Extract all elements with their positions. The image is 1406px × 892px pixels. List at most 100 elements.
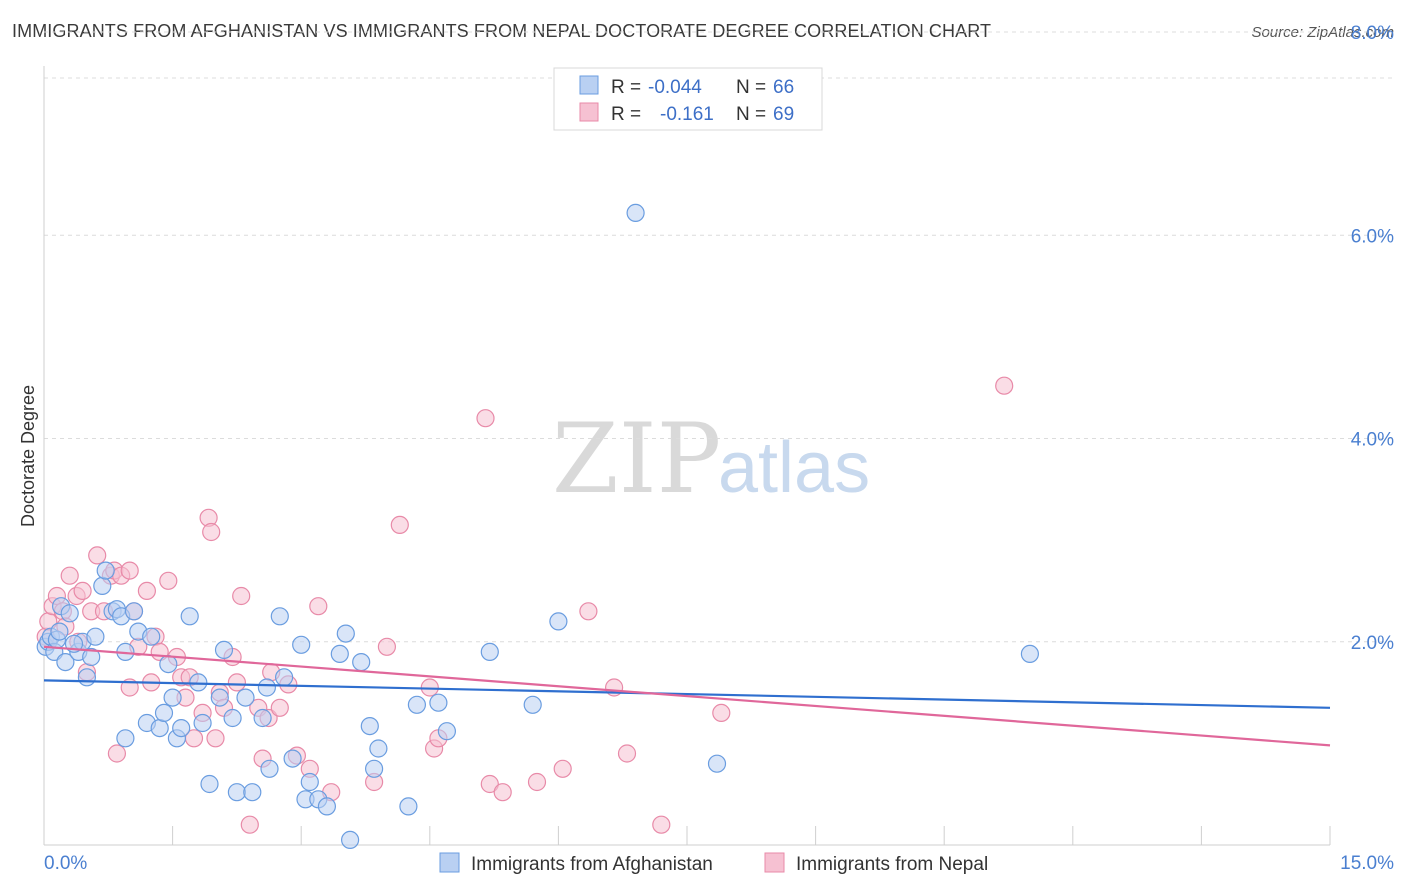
source-credit: Source: ZipAtlas.com <box>1251 24 1394 41</box>
afghanistan-point <box>154 703 174 723</box>
afghanistan-point <box>369 739 388 758</box>
afghanistan-point <box>253 708 272 728</box>
nepal-point <box>120 561 139 580</box>
afghanistan-point <box>150 718 169 738</box>
afghanistan-point <box>317 797 336 816</box>
nepal-point <box>60 566 79 585</box>
legend-n-value-afghanistan: 66 <box>773 77 794 98</box>
nepal-point <box>227 673 246 692</box>
x-tick-label-max: 15.0% <box>1340 853 1394 874</box>
afghanistan-point <box>257 678 276 697</box>
x-ticks <box>43 826 1331 845</box>
afghanistan-point <box>96 561 115 580</box>
afghanistan-point <box>159 654 178 674</box>
nepal-point <box>617 744 637 763</box>
afghanistan-point <box>86 627 105 646</box>
afghanistan-point <box>275 668 294 687</box>
afghanistan-point <box>341 830 360 850</box>
afghanistan-point <box>56 652 75 672</box>
legend-r-value-nepal: -0.161 <box>660 104 714 125</box>
afghanistan-point <box>283 749 302 768</box>
afghanistan-point <box>236 688 255 707</box>
afghanistan-point <box>142 627 161 646</box>
legend-r-label-nepal: R = <box>611 104 641 125</box>
watermark-atlas: atlas <box>718 428 870 508</box>
afghanistan-point <box>260 759 279 778</box>
afghanistan-point <box>352 652 371 672</box>
nepal-point <box>493 783 512 802</box>
legend-n-label-nepal: N = <box>736 104 766 125</box>
nepal-point <box>240 815 259 834</box>
afghanistan-point <box>270 607 289 626</box>
afghanistan-point <box>116 729 135 748</box>
afghanistan-point <box>163 688 182 707</box>
afghanistan-point <box>549 612 568 631</box>
nepal-point <box>712 703 731 723</box>
afghanistan-point <box>292 635 311 654</box>
afghanistan-point <box>300 772 319 792</box>
nepal-point <box>390 515 409 535</box>
afghanistan-point <box>336 624 355 643</box>
afghanistan-point <box>429 693 448 712</box>
afghanistan-point <box>193 713 212 733</box>
series-afghanistan-points <box>36 203 1040 850</box>
afghanistan-point <box>365 759 384 778</box>
afghanistan-point <box>124 602 144 621</box>
afghanistan-point <box>330 644 349 664</box>
nepal-point <box>232 586 251 606</box>
afghanistan-point <box>50 622 69 641</box>
legend-n-value-nepal: 69 <box>773 104 794 125</box>
legend-n-label-afghanistan: N = <box>736 77 766 98</box>
afghanistan-point <box>399 797 418 816</box>
y-axis-title: Doctorate Degree <box>18 385 38 527</box>
afghanistan-point <box>60 604 79 623</box>
nepal-point <box>527 772 547 792</box>
nepal-point <box>107 744 127 763</box>
chart-title: IMMIGRANTS FROM AFGHANISTAN VS IMMIGRANT… <box>12 21 992 41</box>
nepal-point <box>206 729 225 748</box>
nepal-point <box>137 581 156 601</box>
legend-r-label-afghanistan: R = <box>611 77 641 98</box>
afghanistan-point <box>707 754 727 773</box>
legend-swatch-nepal <box>579 102 599 122</box>
afghanistan-trend-line <box>43 679 1331 709</box>
legend-box <box>553 67 823 131</box>
nepal-point <box>476 409 495 428</box>
afghanistan-point <box>223 708 242 728</box>
nepal-point <box>553 759 572 778</box>
nepal-point <box>377 637 396 656</box>
legend-bottom-swatch-nepal <box>764 852 785 873</box>
afghanistan-point <box>523 695 542 714</box>
nepal-trend-line <box>43 645 1331 747</box>
y-tick-label: 8.0% <box>1351 23 1394 44</box>
afghanistan-point <box>360 716 379 736</box>
nepal-point <box>309 597 328 616</box>
afghanistan-point <box>189 673 208 692</box>
afghanistan-point <box>82 647 101 667</box>
nepal-point <box>159 571 178 590</box>
trend-lines <box>43 645 1331 747</box>
nepal-point <box>270 698 289 717</box>
nepal-point <box>88 546 107 565</box>
nepal-point <box>73 581 92 601</box>
watermark: ZIP atlas <box>552 403 870 515</box>
legend-series: Immigrants from Afghanistan Immigrants f… <box>439 852 988 875</box>
nepal-point <box>202 522 221 542</box>
y-tick-label: 4.0% <box>1351 430 1394 451</box>
afghanistan-point <box>214 640 234 660</box>
afghanistan-point <box>93 576 112 596</box>
afghanistan-point <box>180 607 199 626</box>
afghanistan-point <box>407 695 426 714</box>
afghanistan-point <box>200 774 219 794</box>
nepal-point <box>480 774 499 794</box>
y-tick-label: 6.0% <box>1351 226 1394 247</box>
y-tick-label: 2.0% <box>1351 633 1394 654</box>
y-tick-labels: 2.0% 4.0% 6.0% 8.0% <box>1351 23 1394 654</box>
afghanistan-point <box>626 203 645 222</box>
afghanistan-point <box>243 783 262 802</box>
nepal-point <box>995 376 1014 395</box>
legend-r-value-afghanistan: -0.044 <box>648 77 702 98</box>
legend-bottom-label-nepal: Immigrants from Nepal <box>796 854 988 875</box>
afghanistan-point <box>227 783 246 802</box>
